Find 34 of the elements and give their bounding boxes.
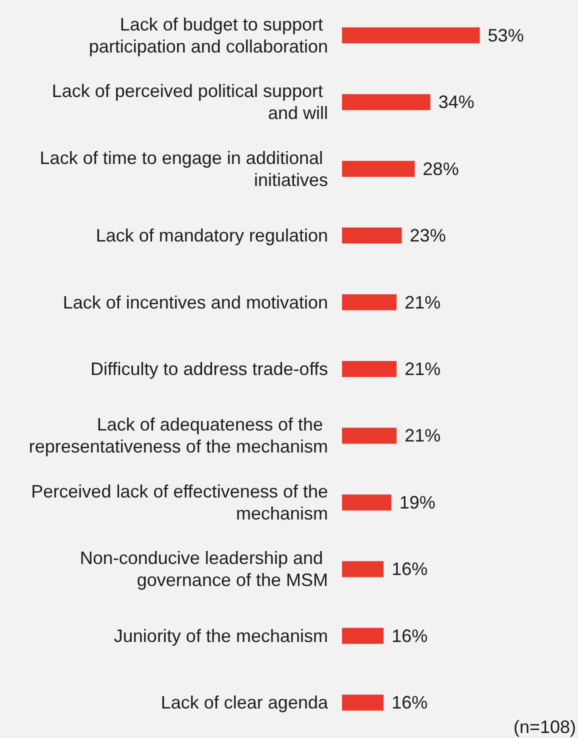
bar [342,694,384,711]
bar [342,628,384,644]
data-label: 53% [488,25,524,46]
bar [342,361,397,377]
data-label: 21% [404,359,441,379]
data-label: 16% [392,692,428,713]
y-tick-label: Lack of adequateness of the representativeness of the mechanism [28,414,328,457]
data-label: 19% [399,492,436,512]
data-label: 21% [404,426,441,446]
data-label: 28% [422,158,459,179]
y-tick-label: Lack of incentives and motivation [62,292,328,312]
y-tick-label: Non-conducive leadership and governance of the MSM [80,548,328,590]
bar [342,428,397,444]
text: (n=108) [513,717,576,737]
data-label: 16% [392,559,428,580]
bar [342,160,415,177]
y-tick-label: Lack of perceived political support and will [52,81,328,124]
data-label: 34% [438,92,474,112]
y-tick-label: Lack of mandatory regulation [96,226,328,246]
y-tick-label: Lack of budget to support participation and collaboration [88,14,328,56]
bar [342,27,480,44]
y-tick-label: Lack of time to engage in additional initiatives [40,148,328,190]
bar [342,294,397,310]
y-tick-label: Difficulty to address trade-offs [90,359,328,379]
bar [342,561,384,578]
y-tick-label: Lack of clear agenda [160,692,329,713]
y-tick-label: Perceived lack of effectiveness of the mechanism [31,481,328,524]
data-label: 21% [404,292,441,312]
y-tick-label: Juniority of the mechanism [114,626,328,646]
data-label: 16% [392,626,428,646]
bar [342,494,392,510]
bar [342,228,402,244]
bar [342,94,430,110]
data-label: 23% [410,226,446,246]
